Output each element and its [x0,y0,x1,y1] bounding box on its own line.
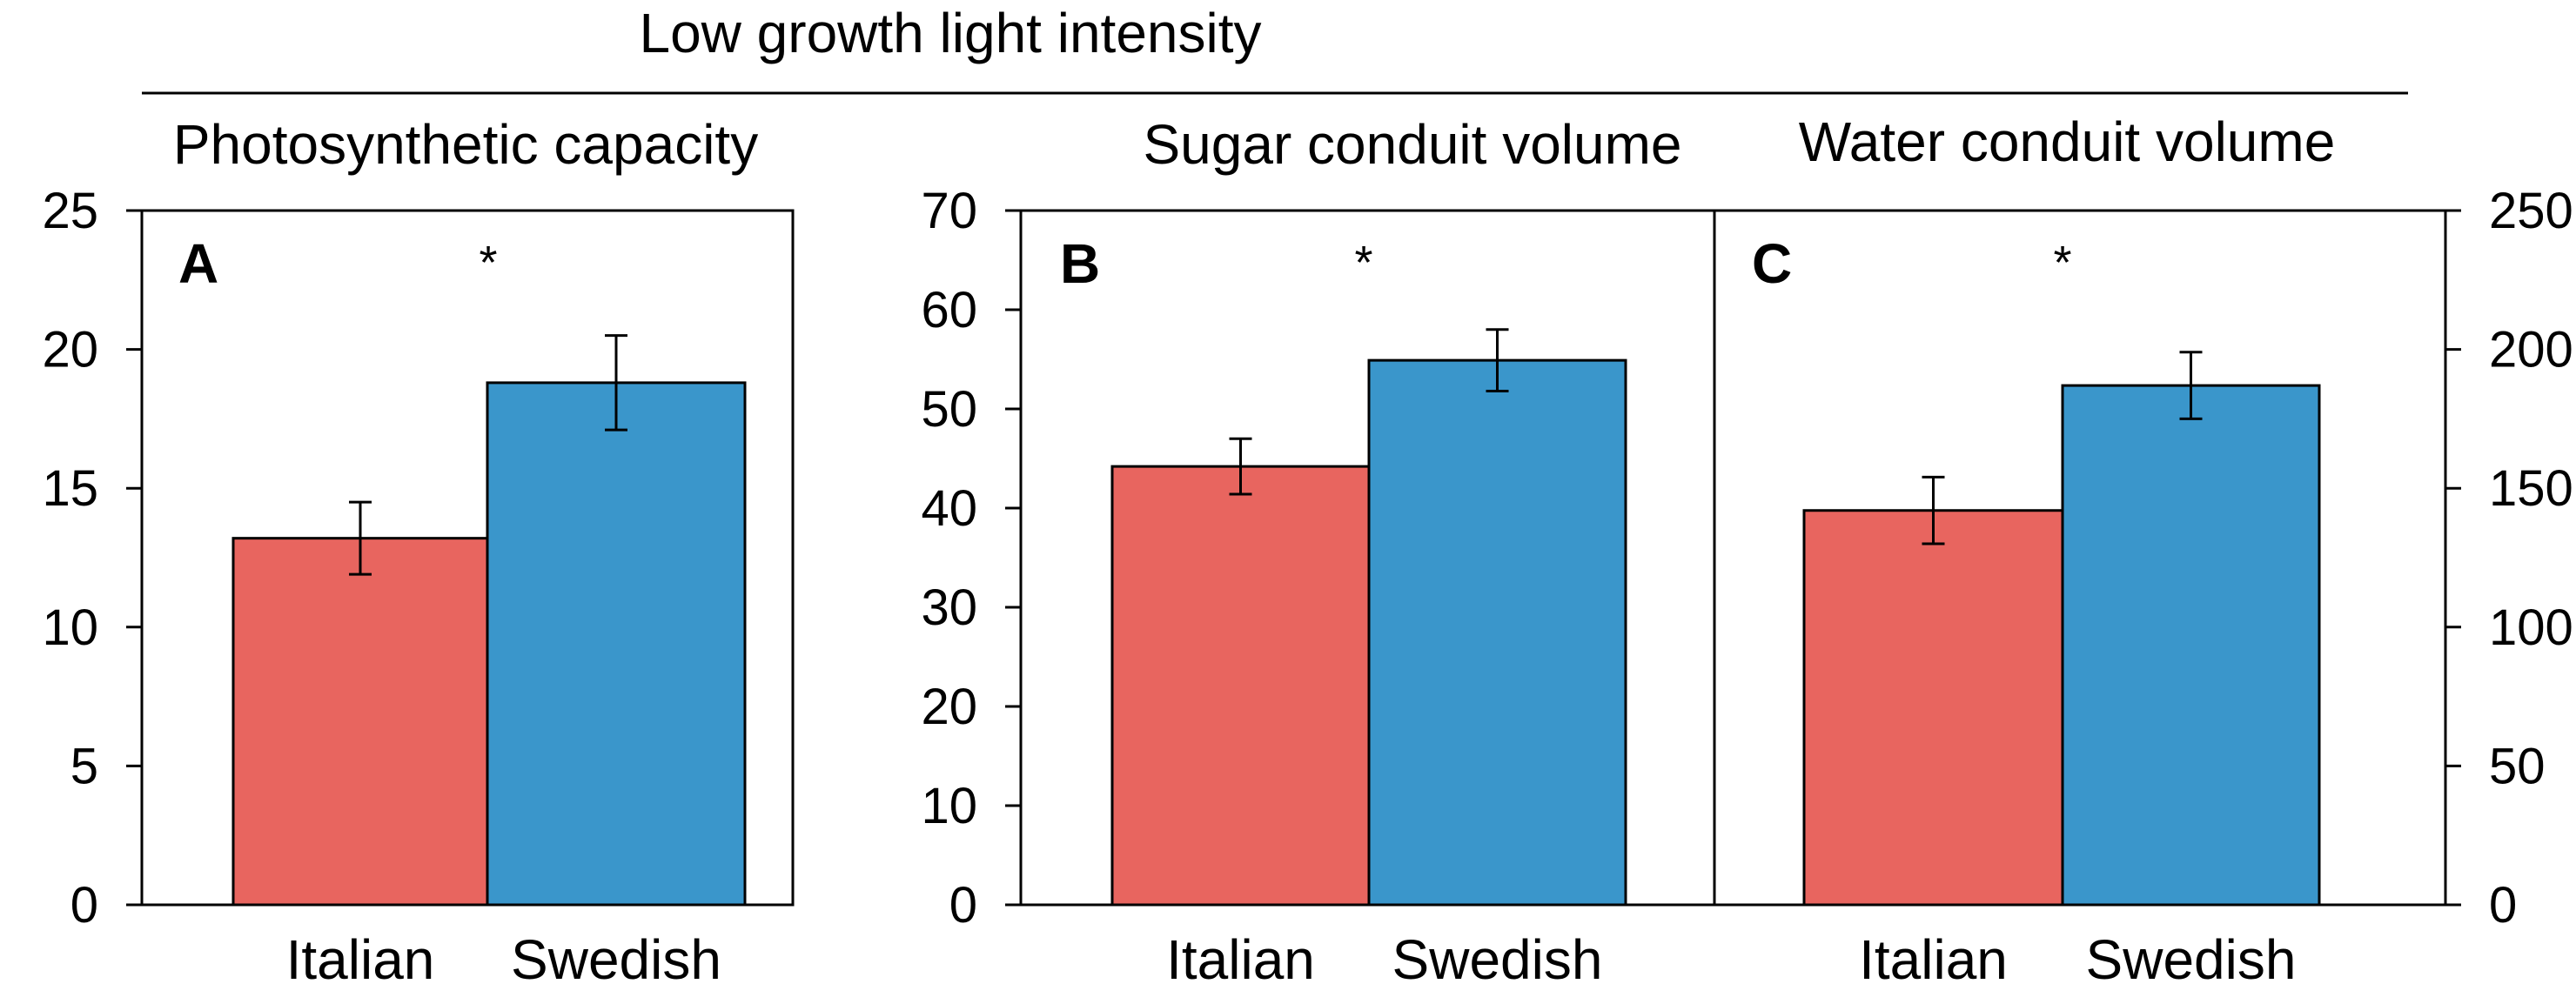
panel-c-bar-swedish [2061,384,2321,907]
panel-b-ytick-label: 10 [921,778,977,834]
panel-c-errorbar-italian [1922,475,1945,546]
panel-b-ytick-label: 0 [949,877,977,934]
panel-b-errorbar-swedish [1486,328,1509,392]
panel-c-ytick-label: 100 [2489,599,2573,656]
panel-a-ytick-label: 15 [42,460,98,517]
panel-a-title: Photosynthetic capacity [173,113,758,176]
panel-b-bar-italian [1110,465,1371,907]
panel-b-ytick-label: 20 [921,679,977,735]
panel-b-category-italian: Italian [1166,928,1315,991]
panel-c-ytick-label: 250 [2489,183,2573,239]
panel-a-ytick-label: 10 [42,599,98,656]
panel-a-errorbar-swedish [605,334,627,432]
panel-c-bar-italian [1802,509,2064,907]
panel-a-ytick-label: 0 [70,877,98,934]
panel-b-bar-swedish [1367,358,1627,907]
panel-b-title: Sugar conduit volume [1143,113,1681,176]
panel-a-ytick-label: 20 [42,322,98,378]
main-title: Low growth light intensity [639,2,1261,64]
panel-c-ytick-label: 0 [2489,877,2517,934]
panel-b-ytick-label: 30 [921,579,977,636]
panel-c-category-italian: Italian [1859,928,2008,991]
panel-a-category-italian: Italian [286,928,435,991]
panel-b-ytick-label: 60 [921,282,977,338]
panel-c-title: Water conduit volume [1799,110,2336,173]
panel-b-category-swedish: Swedish [1392,928,1603,991]
panel-b-errorbar-italian [1229,437,1252,496]
panel-a-bar-italian [231,537,489,907]
panel-c-category-swedish: Swedish [2086,928,2297,991]
panel-b-ytick-label: 40 [921,480,977,537]
panel-b-significance: * [1354,237,1372,289]
panel-c-errorbar-swedish [2179,351,2203,420]
panel-a-bar-swedish [486,381,747,907]
panel-c-significance: * [2053,237,2071,289]
panel-c-ytick-label: 50 [2489,738,2546,794]
panel-c-letter: C [1752,232,1792,295]
panel-a-errorbar-italian [349,500,372,576]
panel-a-ytick-label: 5 [70,738,98,794]
panel-a-significance: * [479,237,497,289]
panel-a: Photosynthetic capacity A * 0 5 10 15 20 25 Itali… [42,113,795,991]
panel-b: Sugar conduit volume B * 0 10 20 30 40 50 60 70 Ita… [921,113,1716,991]
panel-c-ytick-label: 200 [2489,322,2573,378]
panel-a-letter: A [178,232,218,295]
panel-c-ytick-label: 150 [2489,460,2573,517]
panel-b-ytick-label: 50 [921,381,977,438]
panel-b-ytick-label: 70 [921,183,977,239]
panel-a-category-swedish: Swedish [511,928,721,991]
panel-b-letter: B [1060,232,1100,295]
panel-a-ytick-label: 25 [42,183,98,239]
